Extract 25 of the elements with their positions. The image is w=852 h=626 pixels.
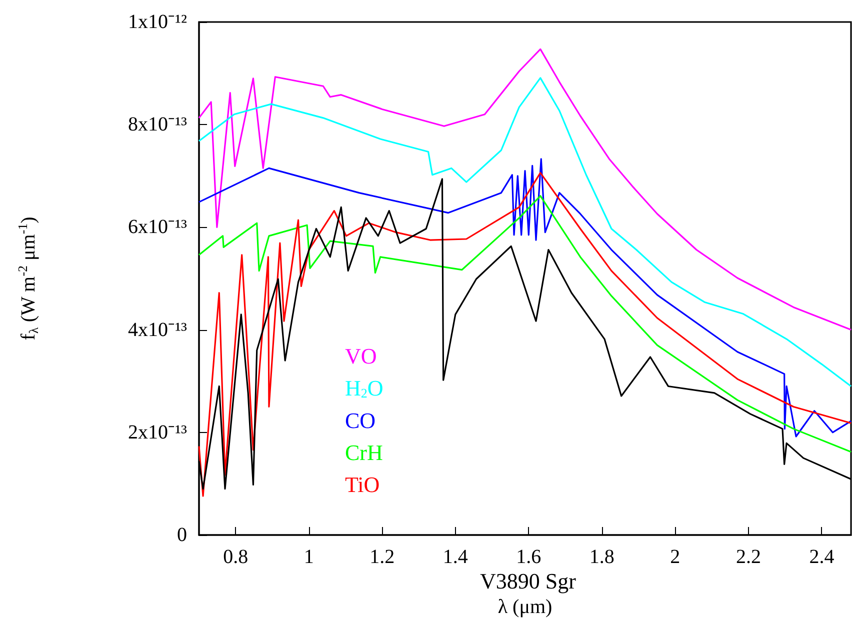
x-tick-label: 1.2 [370, 546, 395, 568]
text: VO [345, 344, 377, 368]
text: CrH [345, 440, 383, 465]
x-axis-title: λ (μm) [498, 596, 552, 618]
x-tick-label: 0.8 [223, 546, 248, 568]
x-tick-label: 1.4 [442, 546, 468, 568]
y-tick-label: 8x10⁻¹³ [128, 114, 187, 136]
line-series [198, 48, 852, 331]
line-series [198, 158, 852, 438]
x-tick-label: 2 [670, 546, 680, 568]
text: V3890 Sgr [480, 568, 577, 594]
y-tick-label: 2x10⁻¹³ [128, 421, 187, 444]
x-tick-label: 1 [304, 546, 314, 568]
x-tick-label: 1.6 [516, 546, 542, 568]
x-tick-label: 2.2 [736, 546, 761, 568]
text: CO [345, 408, 376, 433]
y-tick-label: 1x10⁻¹² [128, 11, 187, 33]
text: H2O [345, 376, 384, 400]
y-tick-label: 4x10⁻¹³ [128, 318, 187, 341]
x-tick-label: 2.4 [809, 546, 834, 568]
x-tick-label: 1.8 [589, 546, 614, 568]
y-axis-title: fλ (W m-2 μm-1) [15, 216, 41, 340]
y-tick-label: 6x10⁻¹³ [128, 216, 187, 238]
y-tick-label: 0 [177, 524, 187, 546]
text: TiO [345, 472, 380, 497]
